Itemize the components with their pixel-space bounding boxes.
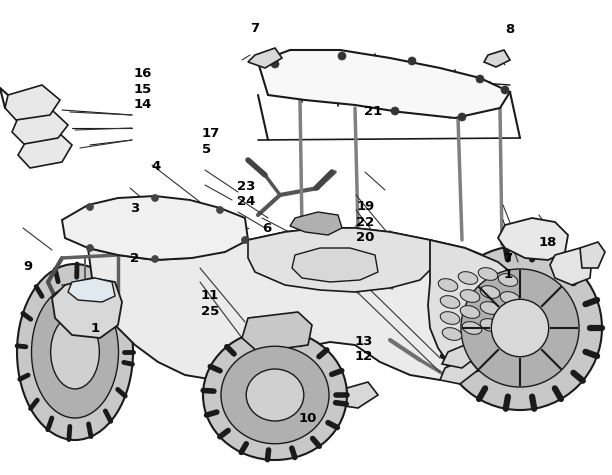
Polygon shape: [442, 342, 480, 368]
Ellipse shape: [491, 299, 549, 357]
Polygon shape: [258, 50, 510, 118]
Circle shape: [338, 52, 346, 60]
Polygon shape: [498, 218, 568, 260]
Text: 24: 24: [237, 195, 256, 209]
Ellipse shape: [458, 272, 478, 285]
Text: 1: 1: [503, 268, 512, 281]
Circle shape: [86, 245, 94, 251]
Text: 11: 11: [201, 289, 219, 302]
Polygon shape: [248, 228, 435, 292]
Polygon shape: [18, 132, 72, 168]
Text: 25: 25: [201, 304, 219, 318]
Text: 13: 13: [355, 334, 373, 348]
Ellipse shape: [500, 292, 520, 304]
Text: 5: 5: [202, 143, 211, 156]
Polygon shape: [290, 212, 342, 235]
Text: 16: 16: [133, 67, 152, 80]
Polygon shape: [62, 196, 248, 260]
Polygon shape: [292, 248, 378, 282]
Circle shape: [408, 57, 416, 65]
Text: 7: 7: [503, 252, 512, 266]
Text: 18: 18: [539, 236, 557, 249]
Ellipse shape: [460, 290, 480, 303]
Ellipse shape: [480, 302, 500, 314]
Text: 19: 19: [356, 200, 375, 213]
Ellipse shape: [51, 315, 99, 389]
Circle shape: [242, 237, 248, 244]
Ellipse shape: [438, 279, 458, 291]
Text: 2: 2: [130, 252, 139, 266]
Text: 20: 20: [356, 231, 375, 245]
Polygon shape: [330, 382, 378, 408]
Text: 4: 4: [152, 160, 161, 173]
Text: 22: 22: [356, 216, 375, 229]
Circle shape: [217, 207, 223, 213]
Ellipse shape: [221, 346, 329, 444]
Polygon shape: [440, 358, 478, 384]
Polygon shape: [68, 278, 115, 302]
Circle shape: [501, 86, 509, 94]
Ellipse shape: [480, 319, 500, 332]
Circle shape: [271, 60, 279, 68]
Text: 23: 23: [237, 180, 256, 193]
Circle shape: [391, 107, 399, 115]
Ellipse shape: [460, 305, 480, 318]
Circle shape: [152, 256, 159, 263]
Circle shape: [458, 113, 466, 121]
Text: 10: 10: [299, 412, 317, 426]
Ellipse shape: [478, 267, 498, 280]
Polygon shape: [5, 85, 60, 120]
Circle shape: [152, 194, 159, 201]
Ellipse shape: [438, 246, 602, 410]
Text: 15: 15: [133, 83, 152, 96]
Text: 3: 3: [130, 202, 139, 216]
Text: 21: 21: [364, 105, 382, 118]
Ellipse shape: [17, 264, 133, 440]
Polygon shape: [88, 228, 520, 380]
Text: 7: 7: [250, 22, 259, 35]
Polygon shape: [550, 248, 592, 285]
Polygon shape: [242, 312, 312, 352]
Text: 14: 14: [133, 98, 152, 112]
Polygon shape: [580, 242, 605, 268]
Polygon shape: [248, 48, 282, 68]
Polygon shape: [12, 110, 68, 144]
Polygon shape: [484, 50, 510, 67]
Ellipse shape: [440, 312, 460, 324]
Ellipse shape: [203, 330, 347, 460]
Ellipse shape: [461, 269, 579, 387]
Circle shape: [476, 75, 484, 83]
Text: 6: 6: [262, 222, 271, 236]
Circle shape: [86, 203, 94, 210]
Ellipse shape: [246, 369, 304, 421]
Ellipse shape: [498, 274, 518, 286]
Ellipse shape: [31, 286, 119, 418]
Ellipse shape: [500, 309, 520, 322]
Polygon shape: [52, 278, 122, 338]
Polygon shape: [428, 240, 525, 375]
Ellipse shape: [442, 328, 462, 341]
Ellipse shape: [462, 322, 482, 334]
Text: 1: 1: [91, 322, 100, 335]
Text: 8: 8: [505, 23, 514, 36]
Text: 12: 12: [355, 350, 373, 363]
Ellipse shape: [480, 285, 500, 298]
Text: 9: 9: [23, 260, 32, 274]
Text: 17: 17: [202, 127, 220, 141]
Ellipse shape: [440, 295, 460, 308]
